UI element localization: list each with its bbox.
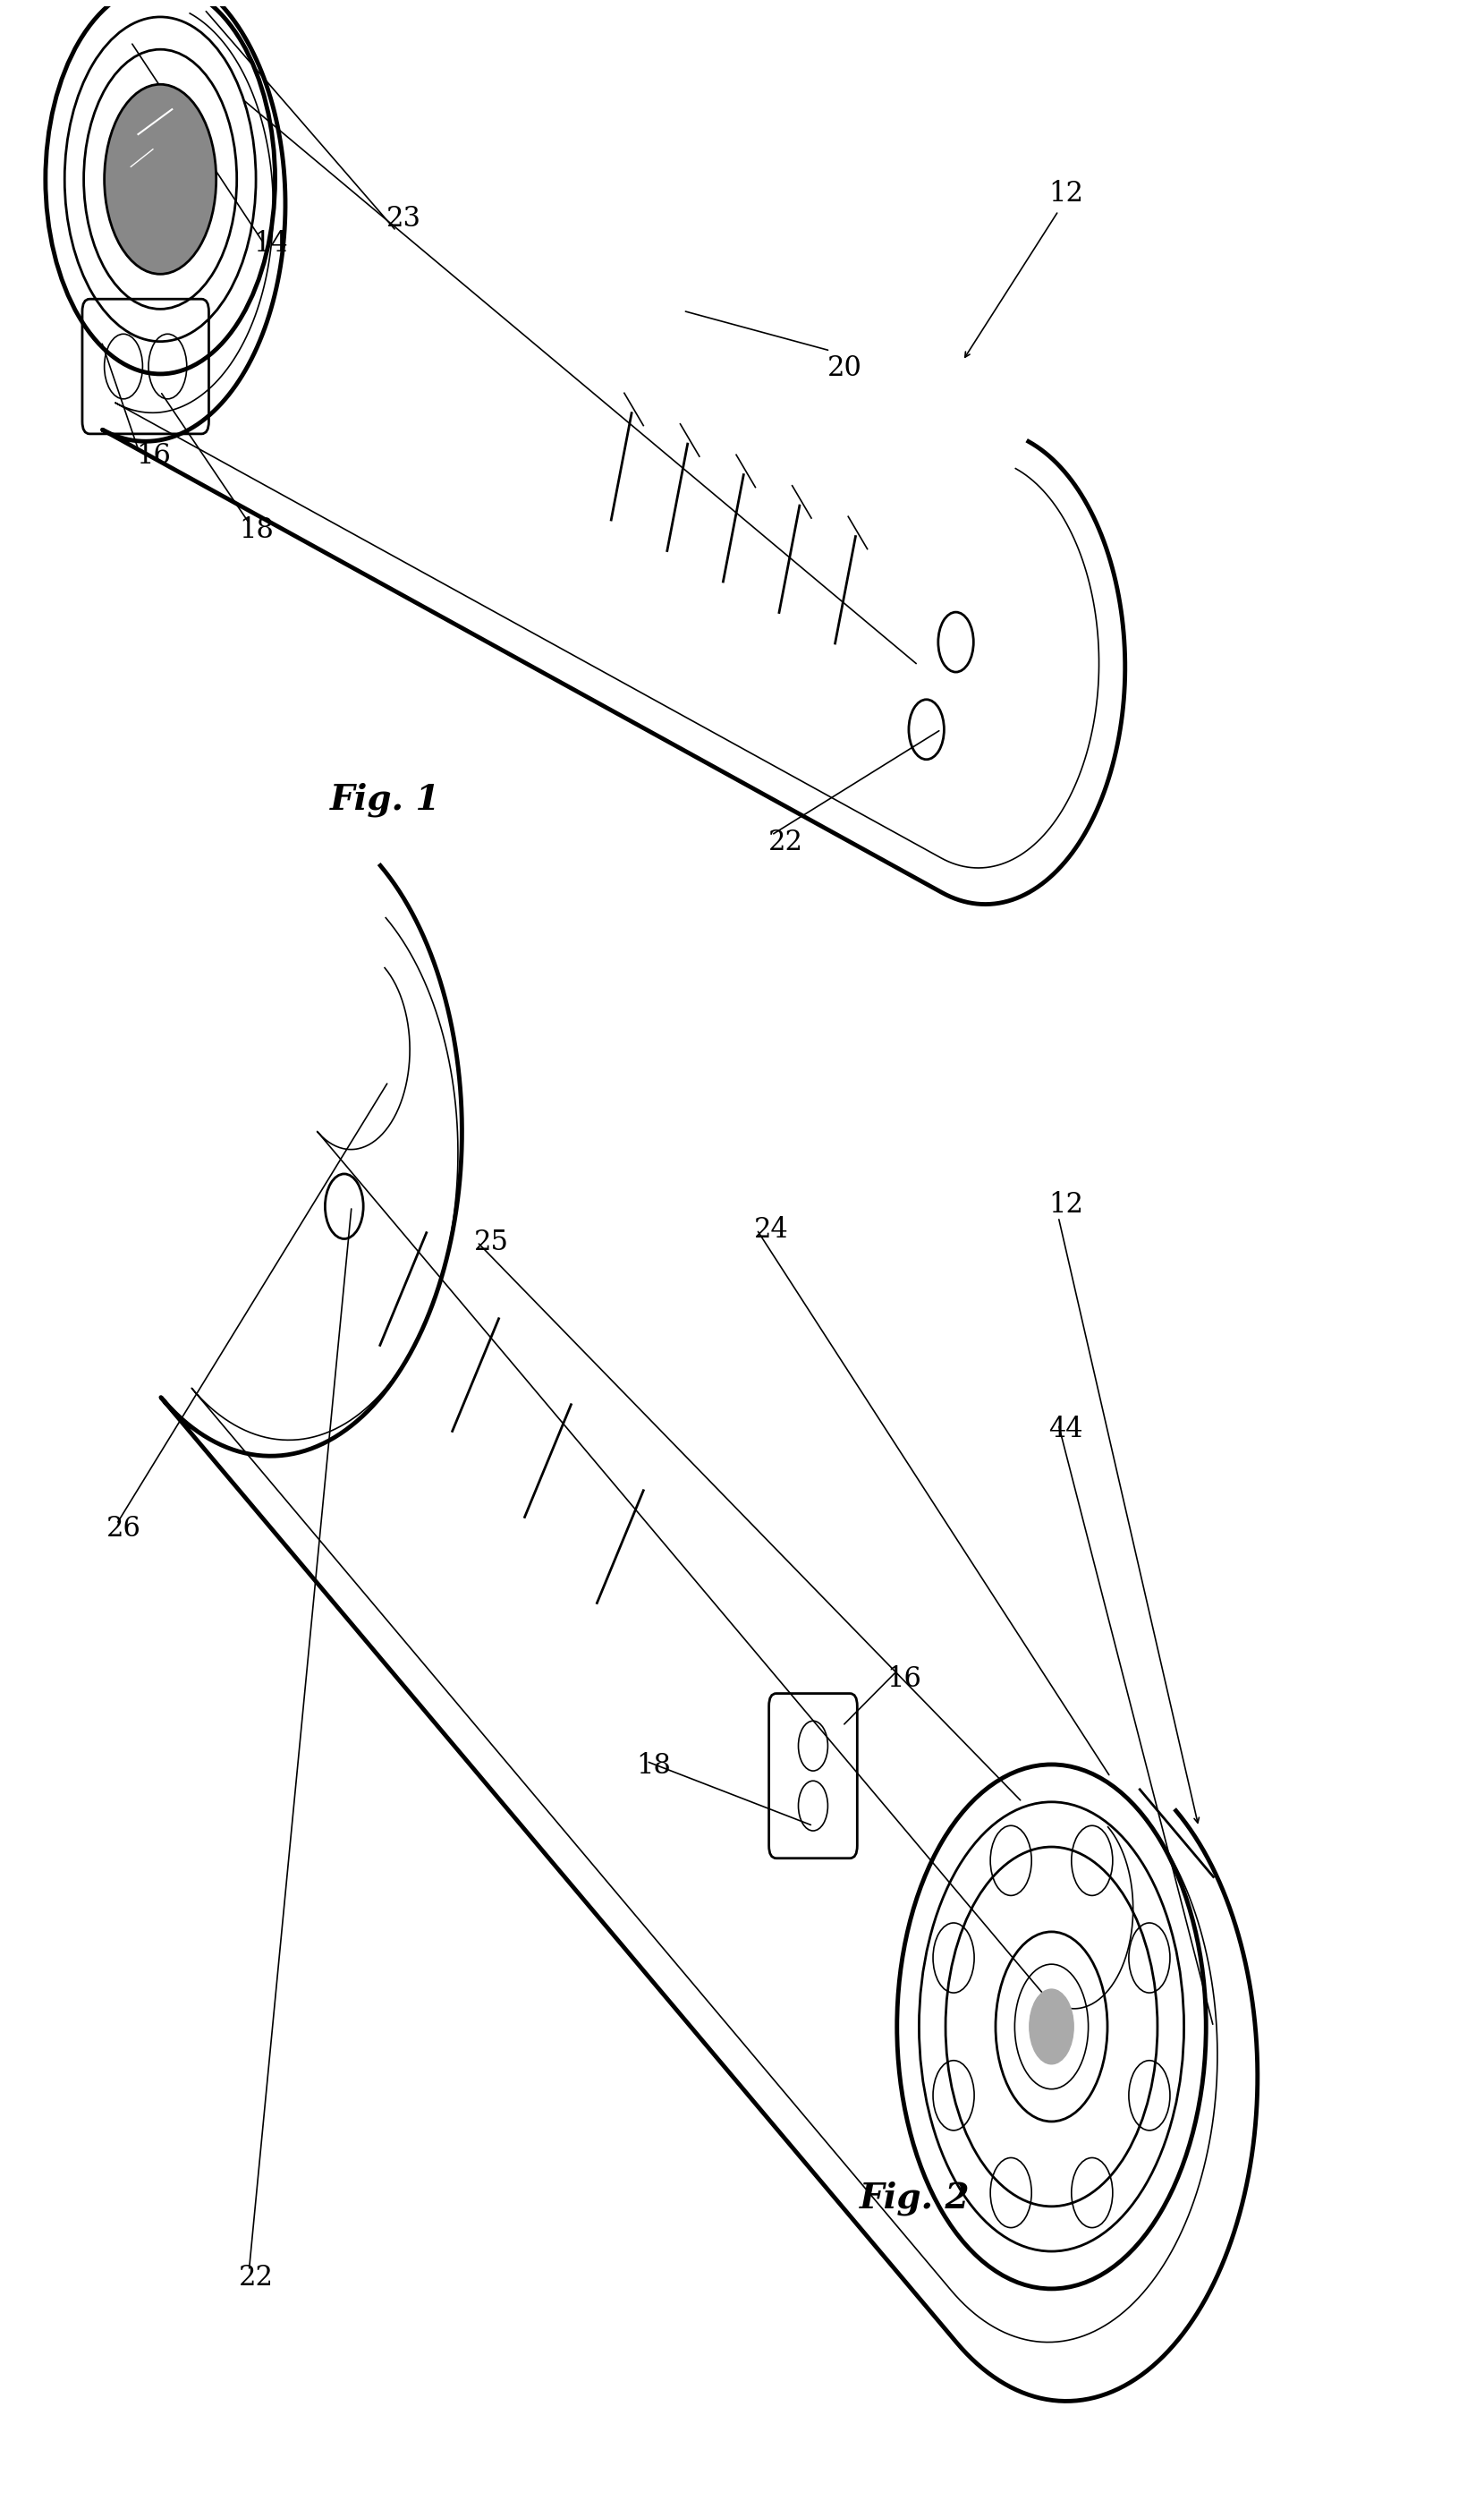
Text: 22: 22: [239, 2263, 275, 2291]
Text: Fig. 1: Fig. 1: [329, 783, 441, 818]
Text: 24: 24: [754, 1217, 789, 1244]
Text: 22: 22: [769, 828, 804, 856]
Text: 20: 20: [828, 354, 862, 381]
Text: 26: 26: [107, 1515, 141, 1543]
Text: 16: 16: [886, 1666, 922, 1694]
Circle shape: [1030, 1990, 1073, 2065]
Text: 44: 44: [1049, 1415, 1083, 1443]
Text: 25: 25: [475, 1227, 509, 1257]
Text: 23: 23: [386, 206, 421, 233]
Text: 14: 14: [254, 228, 288, 258]
Text: Fig. 2: Fig. 2: [859, 2180, 971, 2215]
Text: 16: 16: [137, 442, 171, 469]
Text: 18: 18: [637, 1751, 671, 1781]
Text: 12: 12: [1048, 1192, 1083, 1219]
Text: 12: 12: [1048, 181, 1083, 208]
Text: 18: 18: [239, 517, 273, 544]
Circle shape: [104, 85, 217, 273]
